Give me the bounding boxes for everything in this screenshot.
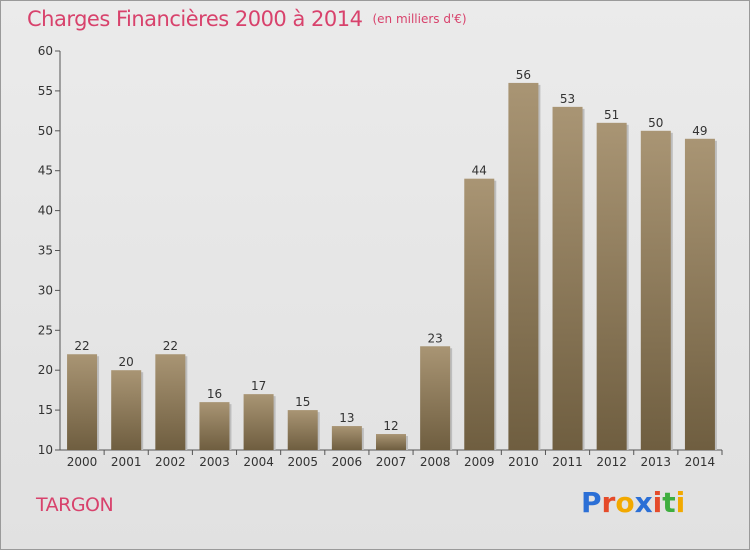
- x-tick-label: 2013: [641, 455, 672, 469]
- x-tick-label: 2000: [67, 455, 98, 469]
- x-tick-label: 2004: [243, 455, 274, 469]
- y-tick-label: 50: [38, 124, 53, 138]
- y-tick-label: 10: [38, 443, 53, 457]
- x-tick-label: 2009: [464, 455, 495, 469]
- data-label: 20: [119, 355, 134, 369]
- logo-letter: r: [601, 486, 616, 519]
- y-tick-label: 25: [38, 323, 53, 337]
- bar: [640, 130, 671, 451]
- data-label: 17: [251, 379, 266, 393]
- logo-letter: o: [615, 486, 635, 519]
- data-label: 23: [427, 331, 442, 345]
- x-tick-label: 2008: [420, 455, 451, 469]
- data-label: 22: [74, 339, 89, 353]
- logo-letter: P: [581, 486, 602, 519]
- y-tick-label: 40: [38, 204, 53, 218]
- proxiti-logo: Proxiti: [581, 486, 685, 519]
- data-label: 44: [472, 164, 487, 178]
- x-tick-label: 2003: [199, 455, 230, 469]
- x-tick-label: 2010: [508, 455, 539, 469]
- bar: [552, 106, 583, 451]
- data-label: 50: [648, 116, 663, 130]
- y-tick-label: 20: [38, 363, 53, 377]
- x-tick-label: 2012: [596, 455, 627, 469]
- chart-title-text: Charges Financières 2000 à 2014: [27, 7, 363, 31]
- bar: [508, 82, 539, 451]
- x-tick-label: 2006: [332, 455, 363, 469]
- bar: [331, 426, 362, 450]
- y-tick-label: 30: [38, 283, 53, 297]
- bar: [464, 178, 495, 450]
- data-label: 49: [692, 124, 707, 138]
- data-label: 22: [163, 339, 178, 353]
- bar: [67, 354, 98, 450]
- x-tick-label: 2002: [155, 455, 186, 469]
- logo-letter: i: [652, 486, 663, 519]
- data-label: 16: [207, 387, 222, 401]
- x-tick-label: 2005: [287, 455, 318, 469]
- y-tick-label: 35: [38, 244, 53, 258]
- data-label: 56: [516, 68, 531, 82]
- x-tick-label: 2014: [685, 455, 716, 469]
- x-tick-label: 2011: [552, 455, 583, 469]
- data-label: 53: [560, 92, 575, 106]
- bar: [199, 402, 230, 450]
- bar: [684, 138, 715, 450]
- data-label: 12: [383, 419, 398, 433]
- y-tick-label: 55: [38, 84, 53, 98]
- chart-title: Charges Financières 2000 à 2014 (en milli…: [27, 7, 467, 31]
- logo-letter: i: [675, 486, 686, 519]
- chart-unit: (en milliers d'€): [372, 12, 467, 26]
- bar: [420, 346, 451, 450]
- bar: [596, 122, 627, 450]
- data-label: 13: [339, 411, 354, 425]
- logo-letter: t: [662, 486, 676, 519]
- logo-letter: x: [634, 486, 653, 519]
- x-tick-label: 2001: [111, 455, 142, 469]
- y-tick-label: 15: [38, 403, 53, 417]
- commune-name: TARGON: [36, 494, 114, 516]
- y-tick-label: 60: [38, 44, 53, 58]
- bar: [155, 354, 186, 450]
- bar: [287, 410, 318, 450]
- bar: [376, 434, 406, 450]
- bar: [111, 370, 142, 450]
- y-tick-label: 45: [38, 164, 53, 178]
- x-tick-label: 2007: [376, 455, 407, 469]
- bar: [243, 394, 274, 450]
- data-label: 15: [295, 395, 310, 409]
- data-label: 51: [604, 108, 619, 122]
